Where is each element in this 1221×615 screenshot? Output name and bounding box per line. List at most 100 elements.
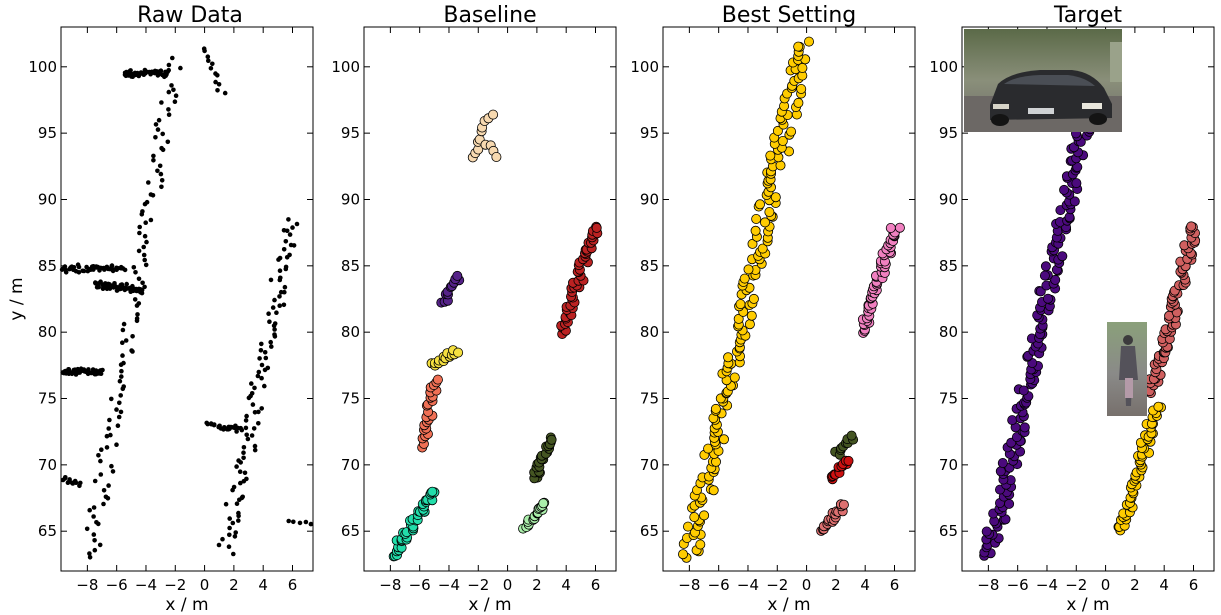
data-point [226,544,232,549]
data-point [1153,401,1164,412]
data-point [297,520,303,526]
data-point [158,69,163,74]
x-tick-label: 2 [831,576,841,594]
data-point [92,538,97,543]
data-point [760,217,771,228]
x-tick-label: −4 [737,576,759,594]
y-tick-label: 85 [341,257,360,275]
data-point [277,303,283,309]
x-tick-label: 4 [1159,576,1169,594]
data-point [772,125,783,136]
y-tick-label: 70 [939,456,958,474]
x-axis-label: x / m [468,595,511,615]
y-tick-label: 95 [341,124,360,142]
data-point [259,362,265,368]
data-point [281,228,287,233]
data-point [159,178,165,183]
data-point [142,233,148,239]
x-tick-label: 4 [860,576,870,594]
y-tick-label: 90 [939,190,958,208]
data-point [120,353,125,358]
data-point [277,255,283,261]
data-point [165,139,171,145]
data-point [257,356,262,361]
data-point [104,433,110,439]
data-point [237,469,243,475]
data-point [997,457,1008,468]
data-point [294,221,300,227]
data-point [255,421,261,426]
data-point [234,501,240,507]
data-point [786,126,797,137]
x-tick-label: 0 [200,576,210,594]
data-point [97,542,103,548]
data-point [216,542,222,548]
data-point [160,131,165,137]
tick-group: −8 −6 −4 −2 0 2 4 6 65 70 75 80 85 90 95 100 [331,27,616,594]
data-point [281,247,287,252]
data-point [793,97,804,108]
y-tick-label: 90 [341,190,360,208]
data-point [136,248,142,254]
data-point [272,321,278,326]
data-point [213,79,218,85]
data-point [92,547,98,553]
data-point [252,385,257,391]
data-point [210,61,215,67]
data-point [981,526,992,537]
tick-group: −8 −6 −4 −2 0 2 4 6 65 70 75 80 85 90 95 100 [28,27,313,594]
data-point [166,89,172,95]
data-point [268,277,274,283]
data-point [274,310,279,316]
data-point [591,222,602,233]
data-point [751,213,762,224]
x-tick-label: 6 [288,576,298,594]
panel-title: Target [1053,3,1122,28]
data-point [216,82,222,87]
data-point [243,425,249,431]
data-point [1186,221,1197,232]
data-point [131,265,137,270]
y-tick-label: 75 [38,390,57,408]
panel-raw-data: Raw Data −8 −6 −4 −2 0 2 4 6 65 70 75 80 85 90 95 100 x… [28,3,314,615]
data-point [269,344,274,349]
data-point [1043,293,1054,304]
y-tick-label: 90 [38,190,57,208]
data-point [287,252,292,258]
data-point [159,100,164,105]
data-point [282,284,288,290]
data-point [452,270,463,281]
data-point [73,372,79,377]
data-point [710,403,721,414]
data-point [236,510,241,516]
x-tick-label: −6 [106,576,128,594]
data-point [755,199,766,210]
data-point [241,450,246,456]
x-tick-label: 2 [1130,576,1140,594]
data-point [99,447,104,453]
data-point [98,458,103,464]
y-tick-label: 95 [640,124,659,142]
y-tick-label: 70 [341,456,360,474]
x-tick-label: 2 [532,576,542,594]
y-tick-label: 90 [640,190,659,208]
data-point [236,458,241,463]
data-point [259,341,264,347]
data-point [103,494,109,500]
x-tick-label: −8 [379,576,401,594]
data-point [719,434,730,445]
data-point [166,112,172,117]
data-point [747,238,758,249]
data-point [96,453,101,458]
data-point [148,192,154,197]
data-point [178,65,183,71]
tick-group: −8 −6 −4 −2 0 2 4 6 65 70 75 80 85 90 95 100 [929,27,1214,594]
data-point [227,532,232,538]
data-point [796,84,807,95]
data-point [101,488,107,493]
data-point [107,417,112,423]
x-tick-label: −8 [678,576,700,594]
x-tick-label: 6 [890,576,900,594]
data-point [92,478,98,484]
data-point [230,520,236,526]
